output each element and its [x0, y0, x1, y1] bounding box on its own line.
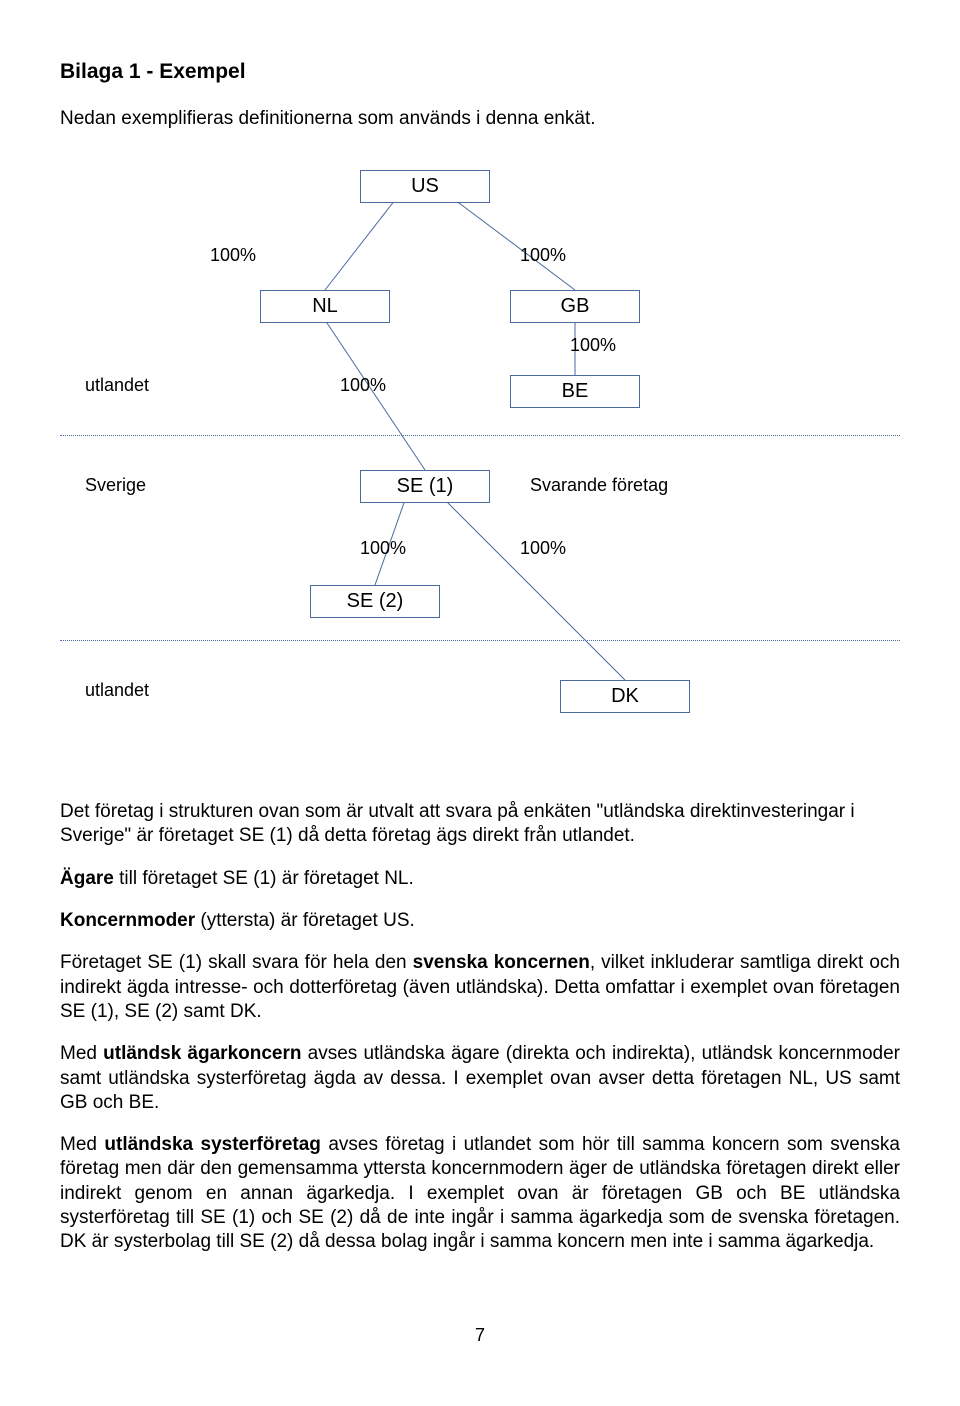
pct-label: 100% [340, 375, 386, 396]
text: Företaget SE (1) skall svara för hela de… [60, 952, 413, 973]
pct-label: 100% [210, 245, 256, 266]
region-divider [60, 435, 900, 436]
paragraph-sister: Med utländska systerföretag avses företa… [60, 1133, 900, 1255]
pct-label: 100% [520, 245, 566, 266]
body-text: Det företag i strukturen ovan som är utv… [60, 800, 900, 1255]
text: Med [60, 1043, 103, 1064]
node-se2: SE (2) [310, 585, 440, 618]
bold: Koncernmoder [60, 910, 195, 931]
edge [325, 200, 395, 290]
bold: Ägare [60, 868, 114, 889]
paragraph-parent: Koncernmoder (yttersta) är företaget US. [60, 909, 900, 933]
paragraph-owner: Ägare till företaget SE (1) är företaget… [60, 867, 900, 891]
text: till företaget SE (1) är företaget NL. [114, 868, 414, 889]
region-divider [60, 640, 900, 641]
edge [445, 500, 625, 680]
pct-label: 100% [360, 538, 406, 559]
region-label: Sverige [85, 475, 146, 496]
meta-label: Svarande företag [530, 475, 668, 496]
org-diagram: US NL GB BE SE (1) SE (2) DK 100% 100% 1… [60, 160, 900, 760]
pct-label: 100% [520, 538, 566, 559]
node-nl: NL [260, 290, 390, 323]
node-se1: SE (1) [360, 470, 490, 503]
page-number: 7 [60, 1325, 900, 1346]
bold: utländsk ägarkoncern [103, 1043, 301, 1064]
paragraph-group: Företaget SE (1) skall svara för hela de… [60, 951, 900, 1024]
bold: utländska systerföretag [104, 1134, 321, 1155]
paragraph-foreign-owner: Med utländsk ägarkoncern avses utländska… [60, 1042, 900, 1115]
text: Med [60, 1134, 104, 1155]
region-label: utlandet [85, 680, 149, 701]
bold: svenska koncernen [413, 952, 590, 973]
region-label: utlandet [85, 375, 149, 396]
node-be: BE [510, 375, 640, 408]
text: (yttersta) är företaget US. [195, 910, 415, 931]
node-us: US [360, 170, 490, 203]
page-subtitle: Nedan exemplifieras definitionerna som a… [60, 108, 900, 130]
page-title: Bilaga 1 - Exempel [60, 60, 900, 84]
paragraph-intro: Det företag i strukturen ovan som är utv… [60, 800, 900, 849]
node-gb: GB [510, 290, 640, 323]
node-dk: DK [560, 680, 690, 713]
pct-label: 100% [570, 335, 616, 356]
edge-layer [60, 160, 900, 760]
